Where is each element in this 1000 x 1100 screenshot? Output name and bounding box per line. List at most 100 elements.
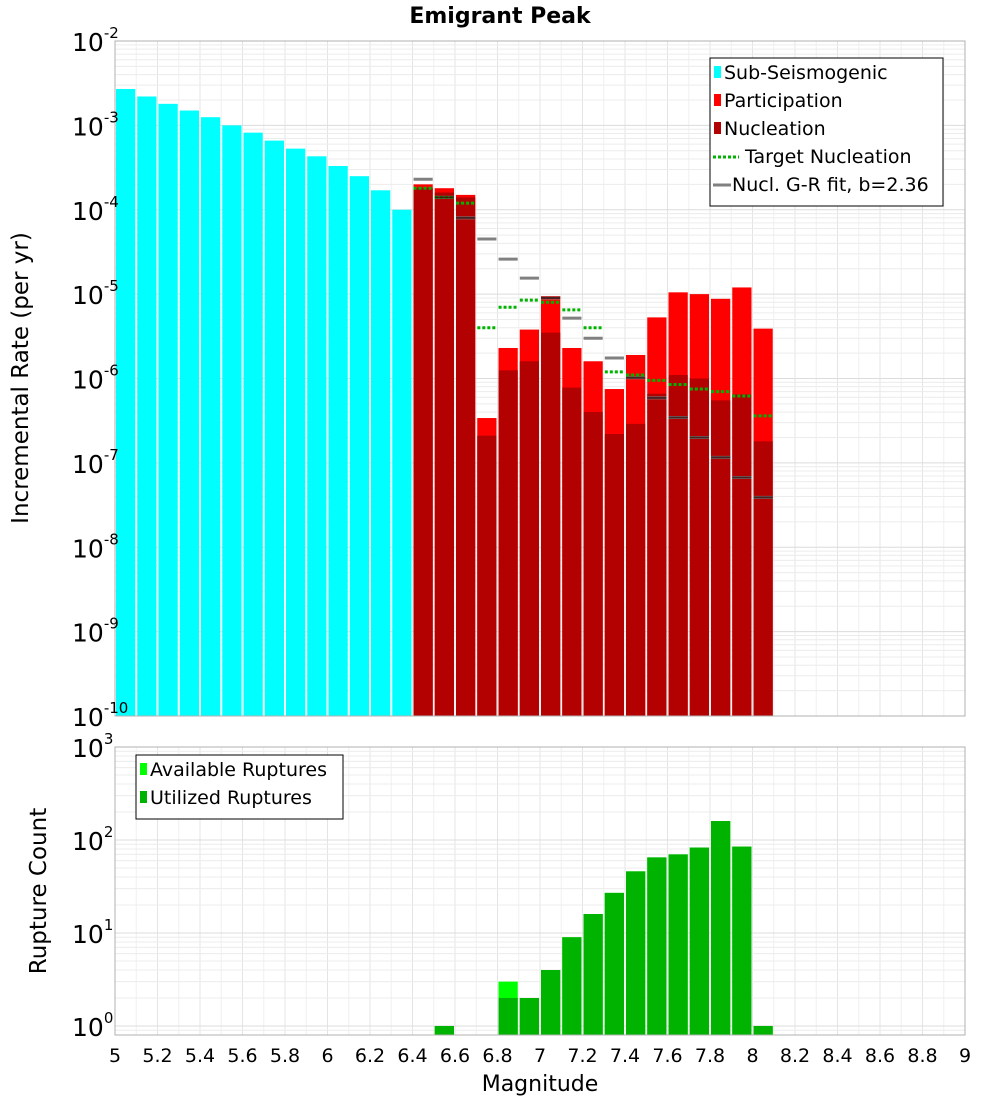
bar-utilized-ruptures	[541, 969, 561, 1035]
bar-utilized-ruptures	[626, 871, 646, 1035]
bar-sub-seismogenic	[392, 209, 412, 716]
x-tick-label: 5	[109, 1045, 121, 1067]
bar-nucleation	[711, 400, 731, 716]
legend-label: Utilized Ruptures	[150, 787, 312, 809]
bar-sub-seismogenic	[137, 96, 157, 716]
bar-sub-seismogenic	[201, 117, 221, 716]
bar-nucleation	[753, 441, 773, 716]
y-tick-label: 10-6	[72, 362, 119, 395]
y-tick-label: 100	[72, 1009, 113, 1042]
bottom-plot-bars	[434, 821, 773, 1035]
x-tick-label: 6.6	[440, 1045, 470, 1067]
x-axis-ticks: 5 5.2 5.4 5.6 5.8 6 6.2 6.4 6.6 6.8 7 7.2 7.4 7.6 7.8 8…	[109, 1045, 971, 1067]
top-plot-lines	[413, 177, 773, 499]
bar-nucleation	[604, 433, 624, 716]
x-tick-label: 7	[534, 1045, 546, 1067]
y-tick-label: 102	[72, 823, 113, 856]
bar-nucleation	[732, 394, 752, 716]
bar-utilized-ruptures	[668, 854, 688, 1035]
x-tick-label: 7.4	[610, 1045, 640, 1067]
x-tick-label: 8.2	[780, 1045, 810, 1067]
bottom-y-ticks: 100 101 102 103	[72, 730, 113, 1042]
bar-sub-seismogenic	[158, 103, 178, 717]
bar-nucleation	[434, 192, 454, 717]
bar-nucleation	[689, 378, 709, 716]
x-tick-label: 7.8	[695, 1045, 725, 1067]
bar-nucleation	[541, 332, 561, 716]
bottom-plot: 100 101 102 103 5 5.2 5.4 5.6 5.8 6 6.2 6.4 6.6 6.8 7…	[26, 730, 971, 1097]
bar-utilized-ruptures	[753, 1025, 773, 1035]
legend-label: Nucl. G-R fit, b=2.36	[732, 174, 929, 196]
legend-box	[135, 754, 344, 820]
legend-item-participation: Participation	[714, 90, 843, 112]
bottom-plot-frame	[114, 746, 966, 1036]
bar-nucleation	[626, 423, 646, 716]
y-tick-label: 101	[72, 916, 113, 949]
top-plot: 10-10 10-9 10-8 10-7 10-6 10-5 10-4 10-3 10-2 In…	[8, 24, 966, 732]
bar-nucleation	[456, 197, 476, 717]
x-tick-label: 8.8	[907, 1045, 937, 1067]
bar-sub-seismogenic	[371, 190, 391, 716]
legend-item-target-nucleation: Target Nucleation	[713, 146, 912, 168]
legend-swatch	[714, 94, 721, 106]
bar-utilized-ruptures	[562, 937, 582, 1035]
bar-sub-seismogenic	[222, 125, 242, 716]
bar-sub-seismogenic	[286, 148, 306, 716]
bar-utilized-ruptures	[498, 997, 518, 1035]
x-tick-label: 7.6	[652, 1045, 682, 1067]
legend-swatch	[714, 66, 721, 78]
y-tick-label: 10-10	[72, 699, 128, 732]
bar-sub-seismogenic	[179, 110, 199, 716]
top-legend: Sub-Seismogenic Participation Nucleation Ta…	[709, 57, 944, 207]
bar-sub-seismogenic	[307, 156, 327, 717]
x-tick-label: 6.4	[397, 1045, 427, 1067]
y-tick-label: 10-2	[72, 24, 119, 57]
x-tick-label: 8.6	[865, 1045, 895, 1067]
legend-item-utilized-ruptures: Utilized Ruptures	[140, 787, 312, 809]
legend-label: Available Ruptures	[150, 759, 327, 781]
y-tick-label: 10-7	[72, 446, 119, 479]
legend-label: Target Nucleation	[744, 146, 912, 168]
bar-utilized-ruptures	[711, 821, 731, 1035]
x-tick-label: 8.4	[822, 1045, 852, 1067]
x-tick-label: 6	[321, 1045, 333, 1067]
bar-nucleation	[498, 370, 518, 716]
legend-swatch	[140, 791, 147, 803]
y-tick-label: 103	[72, 730, 113, 763]
bar-sub-seismogenic	[349, 176, 369, 716]
bar-nucleation	[647, 393, 667, 716]
legend-item-available-ruptures: Available Ruptures	[140, 759, 327, 781]
bar-sub-seismogenic	[116, 88, 136, 716]
bar-nucleation	[668, 375, 688, 716]
bar-nucleation	[562, 387, 582, 716]
y-tick-label: 10-3	[72, 108, 119, 141]
bar-utilized-ruptures	[647, 857, 667, 1035]
bar-nucleation	[583, 412, 603, 716]
bar-nucleation	[413, 188, 433, 717]
x-tick-label: 5.4	[185, 1045, 215, 1067]
legend-item-nucleation: Nucleation	[714, 118, 826, 140]
bar-utilized-ruptures	[732, 846, 752, 1035]
bar-utilized-ruptures	[519, 997, 539, 1035]
legend-label: Nucleation	[724, 118, 826, 140]
bottom-legend: Available Ruptures Utilized Ruptures	[135, 754, 344, 820]
x-tick-label: 5.8	[270, 1045, 300, 1067]
bottom-y-axis-label: Rupture Count	[26, 808, 52, 974]
legend-label: Participation	[724, 90, 843, 112]
y-tick-label: 10-4	[72, 193, 119, 226]
top-plot-frame	[114, 40, 966, 717]
legend-swatch	[714, 122, 721, 134]
top-plot-bars	[116, 88, 773, 717]
x-tick-label: 9	[959, 1045, 971, 1067]
x-tick-label: 8	[746, 1045, 758, 1067]
bar-nucleation	[519, 361, 539, 716]
bar-utilized-ruptures	[583, 914, 603, 1035]
legend-label: Sub-Seismogenic	[724, 62, 888, 84]
chart-title: Emigrant Peak	[409, 4, 592, 29]
legend-item-sub-seismogenic: Sub-Seismogenic	[714, 62, 888, 84]
bar-sub-seismogenic	[328, 166, 348, 717]
bar-sub-seismogenic	[264, 140, 284, 717]
bar-utilized-ruptures	[434, 1025, 454, 1035]
x-tick-label: 6.2	[355, 1045, 385, 1067]
